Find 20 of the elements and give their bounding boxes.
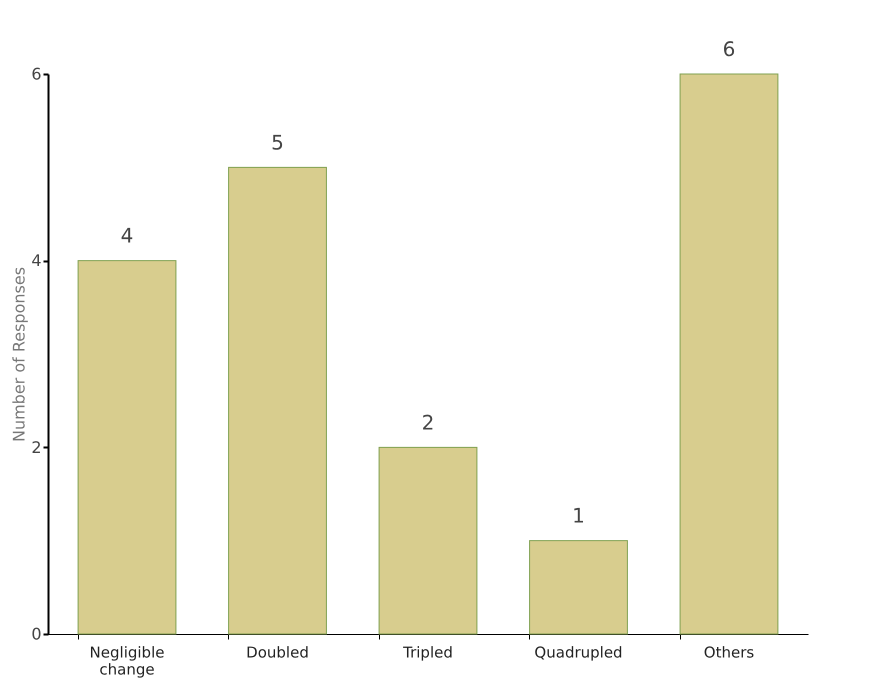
bar bbox=[680, 74, 778, 634]
y-tick-label: 6 bbox=[31, 64, 42, 84]
x-tick-label: Others bbox=[704, 644, 754, 662]
data-label: 1 bbox=[572, 504, 585, 528]
data-label: 6 bbox=[722, 37, 736, 61]
x-tick-label: Doubled bbox=[246, 644, 309, 662]
y-tick-label: 4 bbox=[31, 251, 42, 270]
bar bbox=[78, 260, 176, 634]
bar bbox=[228, 166, 327, 634]
x-tick-label: Tripled bbox=[402, 644, 453, 662]
x-tick-label: Negligible change bbox=[90, 644, 164, 678]
x-tick-label: Quadrupled bbox=[534, 644, 623, 662]
y-axis-title: Number of Responses bbox=[9, 266, 28, 442]
data-label: 2 bbox=[422, 410, 434, 434]
y-tick-label: 0 bbox=[31, 624, 42, 644]
y-tick-label: 2 bbox=[31, 438, 42, 457]
bar bbox=[378, 446, 478, 634]
data-label: 5 bbox=[271, 130, 284, 154]
bar bbox=[529, 540, 628, 634]
data-label: 4 bbox=[120, 224, 134, 248]
